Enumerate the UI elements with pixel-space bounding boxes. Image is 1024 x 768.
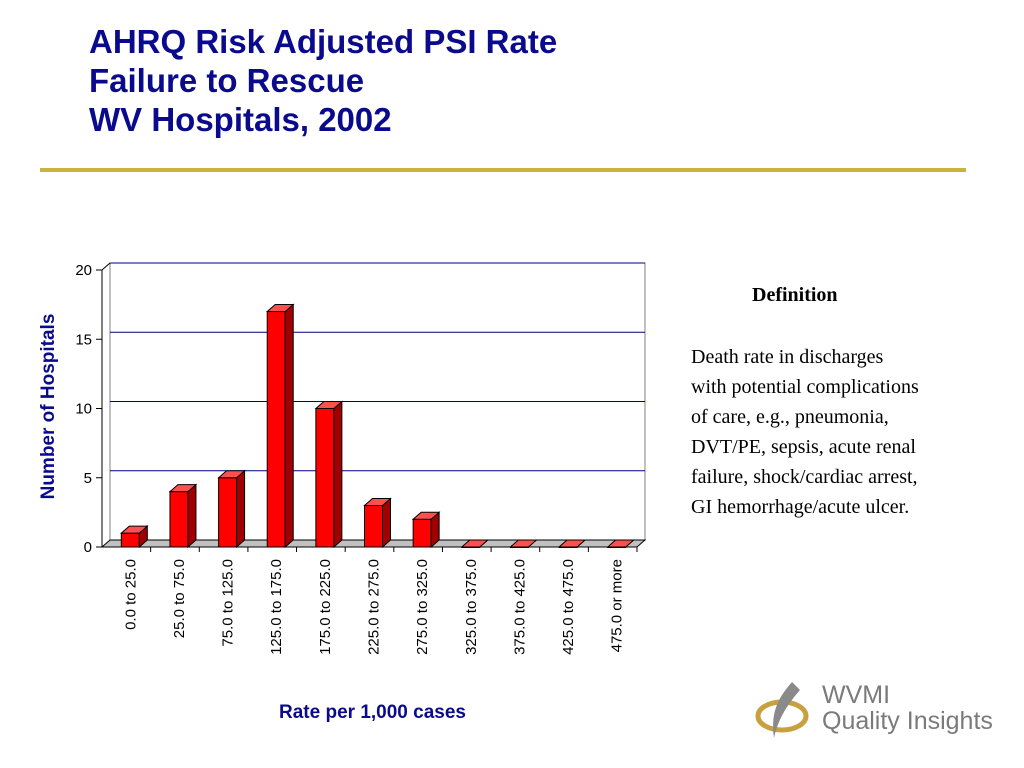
x-category-label: 225.0 to 275.0 [366, 559, 383, 655]
x-category-label: 375.0 to 425.0 [511, 559, 528, 655]
y-tick-label: 15 [75, 331, 92, 348]
y-tick-label: 0 [84, 539, 92, 556]
bar-front [412, 518, 432, 548]
bar [411, 511, 441, 549]
logo-line-1: WVMI [822, 681, 891, 709]
bar-side [236, 469, 246, 549]
y-tick-label: 20 [75, 262, 92, 279]
x-category-label: 175.0 to 225.0 [317, 559, 334, 655]
wvmi-logo-icon [755, 682, 809, 738]
x-category-label: 425.0 to 475.0 [560, 559, 577, 655]
bar-top [314, 401, 344, 409]
x-category-label: 275.0 to 325.0 [414, 559, 431, 655]
x-category-label: 75.0 to 125.0 [220, 559, 237, 647]
bar-front [266, 311, 286, 548]
title-line-2: Failure to Rescue [89, 62, 365, 99]
bar [314, 400, 344, 549]
bar-top [119, 525, 149, 534]
definition-text: Death rate in discharges with potential … [691, 346, 919, 518]
bar [217, 469, 246, 549]
wvmi-logo-text: WVMI Quality Insights [822, 682, 993, 734]
definition-heading: Definition [752, 284, 838, 306]
x-category-label: 125.0 to 175.0 [268, 559, 285, 655]
title-line-3: WV Hospitals, 2002 [89, 101, 392, 138]
x-category-label: 0.0 to 25.0 [122, 559, 139, 630]
y-axis-depth [101, 262, 111, 271]
bar-top [265, 304, 295, 313]
bar-front [218, 477, 238, 548]
y-tick-label: 10 [75, 401, 92, 418]
bar-side [333, 400, 343, 549]
bar-top [363, 497, 392, 506]
x-category-label: 475.0 or more [609, 559, 626, 652]
logo-line-2: Quality Insights [822, 707, 993, 735]
y-axis-title: Number of Hospitals [38, 314, 59, 500]
bar-front [120, 532, 140, 548]
bar-front [169, 491, 189, 548]
bar [363, 497, 392, 549]
x-category-label: 25.0 to 75.0 [171, 559, 188, 638]
bar [119, 525, 149, 549]
bar-top [217, 470, 246, 479]
bar-top [411, 511, 441, 520]
title-divider [40, 168, 966, 172]
bar-side [187, 483, 197, 549]
x-axis-title: Rate per 1,000 cases [279, 702, 466, 723]
bar-side [382, 497, 391, 549]
x-category-label: 325.0 to 375.0 [463, 559, 480, 655]
bar-front [364, 504, 383, 548]
title-line-1: AHRQ Risk Adjusted PSI Rate [89, 23, 558, 60]
bar-front [315, 408, 335, 548]
bar [265, 303, 295, 549]
bar-top [168, 484, 198, 493]
slide-title: AHRQ Risk Adjusted PSI Rate Failure to R… [89, 22, 557, 139]
y-tick-label: 5 [84, 470, 92, 487]
bar-side [284, 303, 294, 549]
bar [168, 483, 198, 549]
